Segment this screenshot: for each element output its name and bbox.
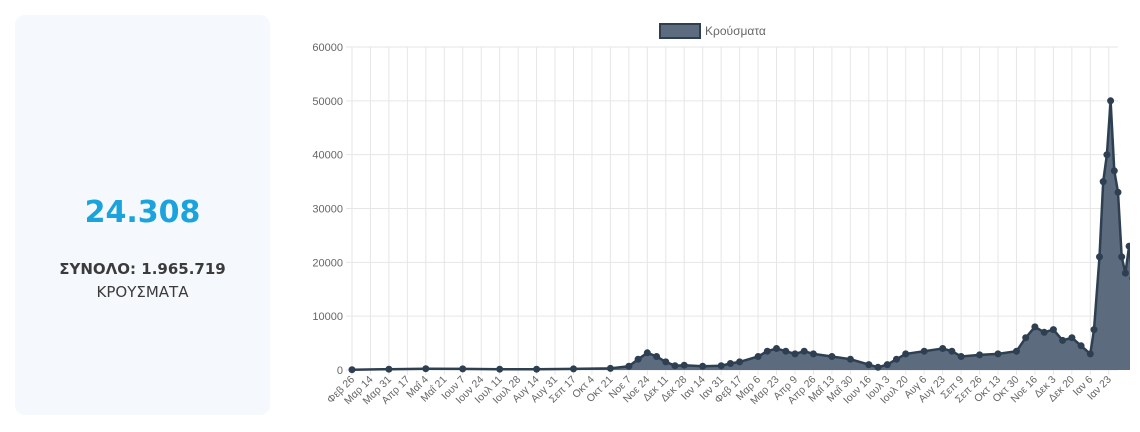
data-point[interactable] bbox=[1110, 167, 1118, 175]
y-axis: 0 10000 20000 30000 40000 50000 60000 bbox=[312, 42, 343, 377]
data-point[interactable] bbox=[671, 362, 679, 370]
data-point[interactable] bbox=[1013, 347, 1020, 355]
data-point[interactable] bbox=[1125, 242, 1130, 250]
data-point[interactable] bbox=[846, 355, 854, 363]
data-point[interactable] bbox=[533, 365, 541, 373]
data-point[interactable] bbox=[680, 361, 688, 369]
y-tick-label: 20000 bbox=[312, 257, 343, 269]
data-point[interactable] bbox=[1099, 178, 1107, 186]
data-point[interactable] bbox=[874, 363, 882, 371]
data-point[interactable] bbox=[1022, 334, 1030, 342]
data-point[interactable] bbox=[902, 350, 910, 358]
data-point[interactable] bbox=[634, 355, 642, 363]
data-point[interactable] bbox=[699, 362, 707, 370]
legend[interactable]: Κρούσματα bbox=[659, 23, 766, 39]
data-point[interactable] bbox=[662, 358, 670, 366]
data-point[interactable] bbox=[625, 362, 633, 370]
y-tick-label: 40000 bbox=[312, 150, 343, 162]
summary-card: 24.308 ΣΥΝΟΛΟ: 1.965.719 ΚΡΟΥΣΜΑΤΑ bbox=[15, 15, 270, 415]
data-point[interactable] bbox=[606, 364, 614, 372]
y-tick-label: 10000 bbox=[312, 311, 343, 323]
data-point[interactable] bbox=[1096, 253, 1103, 261]
data-point[interactable] bbox=[422, 365, 430, 373]
legend-swatch[interactable] bbox=[659, 23, 701, 39]
data-point[interactable] bbox=[1059, 336, 1067, 344]
data-point[interactable] bbox=[459, 365, 467, 373]
data-point[interactable] bbox=[763, 347, 771, 355]
data-point[interactable] bbox=[1121, 269, 1129, 277]
data-point[interactable] bbox=[726, 360, 734, 367]
data-point[interactable] bbox=[976, 351, 984, 359]
series-line bbox=[351, 100, 1130, 371]
y-tick-label: 60000 bbox=[312, 42, 343, 54]
grid bbox=[346, 46, 1118, 375]
data-point[interactable] bbox=[994, 350, 1002, 358]
y-tick-label: 50000 bbox=[312, 96, 343, 108]
data-point[interactable] bbox=[957, 353, 965, 360]
data-point[interactable] bbox=[1068, 334, 1076, 342]
y-tick-label: 30000 bbox=[312, 204, 343, 216]
data-point[interactable] bbox=[754, 353, 762, 360]
series-area-fill bbox=[352, 100, 1130, 370]
data-point[interactable] bbox=[1049, 326, 1057, 334]
data-point[interactable] bbox=[800, 347, 808, 355]
data-point[interactable] bbox=[717, 362, 725, 370]
data-point[interactable] bbox=[496, 365, 504, 373]
data-point[interactable] bbox=[1107, 97, 1115, 105]
data-point[interactable] bbox=[782, 347, 790, 355]
series-area bbox=[351, 100, 1130, 371]
data-point[interactable] bbox=[653, 353, 661, 360]
data-point[interactable] bbox=[643, 349, 651, 357]
legend-label[interactable]: Κρούσματα bbox=[705, 24, 766, 38]
data-point[interactable] bbox=[385, 365, 393, 373]
data-point[interactable] bbox=[1077, 342, 1085, 350]
y-tick-label: 0 bbox=[337, 365, 343, 377]
data-point[interactable] bbox=[920, 347, 928, 355]
data-point[interactable] bbox=[1103, 151, 1111, 159]
data-point[interactable] bbox=[1040, 328, 1048, 336]
series-points bbox=[348, 97, 1130, 374]
data-point[interactable] bbox=[1090, 326, 1098, 334]
data-point[interactable] bbox=[809, 350, 817, 358]
data-point[interactable] bbox=[828, 353, 836, 360]
data-point[interactable] bbox=[348, 366, 356, 374]
data-point[interactable] bbox=[791, 350, 799, 358]
data-point[interactable] bbox=[893, 355, 900, 363]
data-point[interactable] bbox=[865, 361, 873, 369]
data-point[interactable] bbox=[883, 361, 891, 369]
data-point[interactable] bbox=[570, 365, 577, 373]
data-point[interactable] bbox=[736, 358, 744, 366]
data-point[interactable] bbox=[1086, 350, 1094, 358]
data-point[interactable] bbox=[939, 345, 947, 352]
data-point[interactable] bbox=[948, 347, 956, 355]
data-point[interactable] bbox=[1118, 253, 1126, 261]
data-point[interactable] bbox=[1129, 275, 1130, 282]
cases-chart: 0 10000 20000 30000 40000 50000 60000 Φεβ 26Μα… bbox=[312, 23, 1130, 408]
data-point[interactable] bbox=[773, 345, 780, 352]
data-point[interactable] bbox=[1114, 188, 1122, 196]
total-cases-label: ΣΥΝΟΛΟ: 1.965.719 bbox=[59, 260, 226, 278]
data-point[interactable] bbox=[1031, 323, 1039, 331]
latest-cases-value: 24.308 bbox=[84, 195, 201, 230]
cases-unit-label: ΚΡΟΥΣΜΑΤΑ bbox=[96, 283, 189, 301]
